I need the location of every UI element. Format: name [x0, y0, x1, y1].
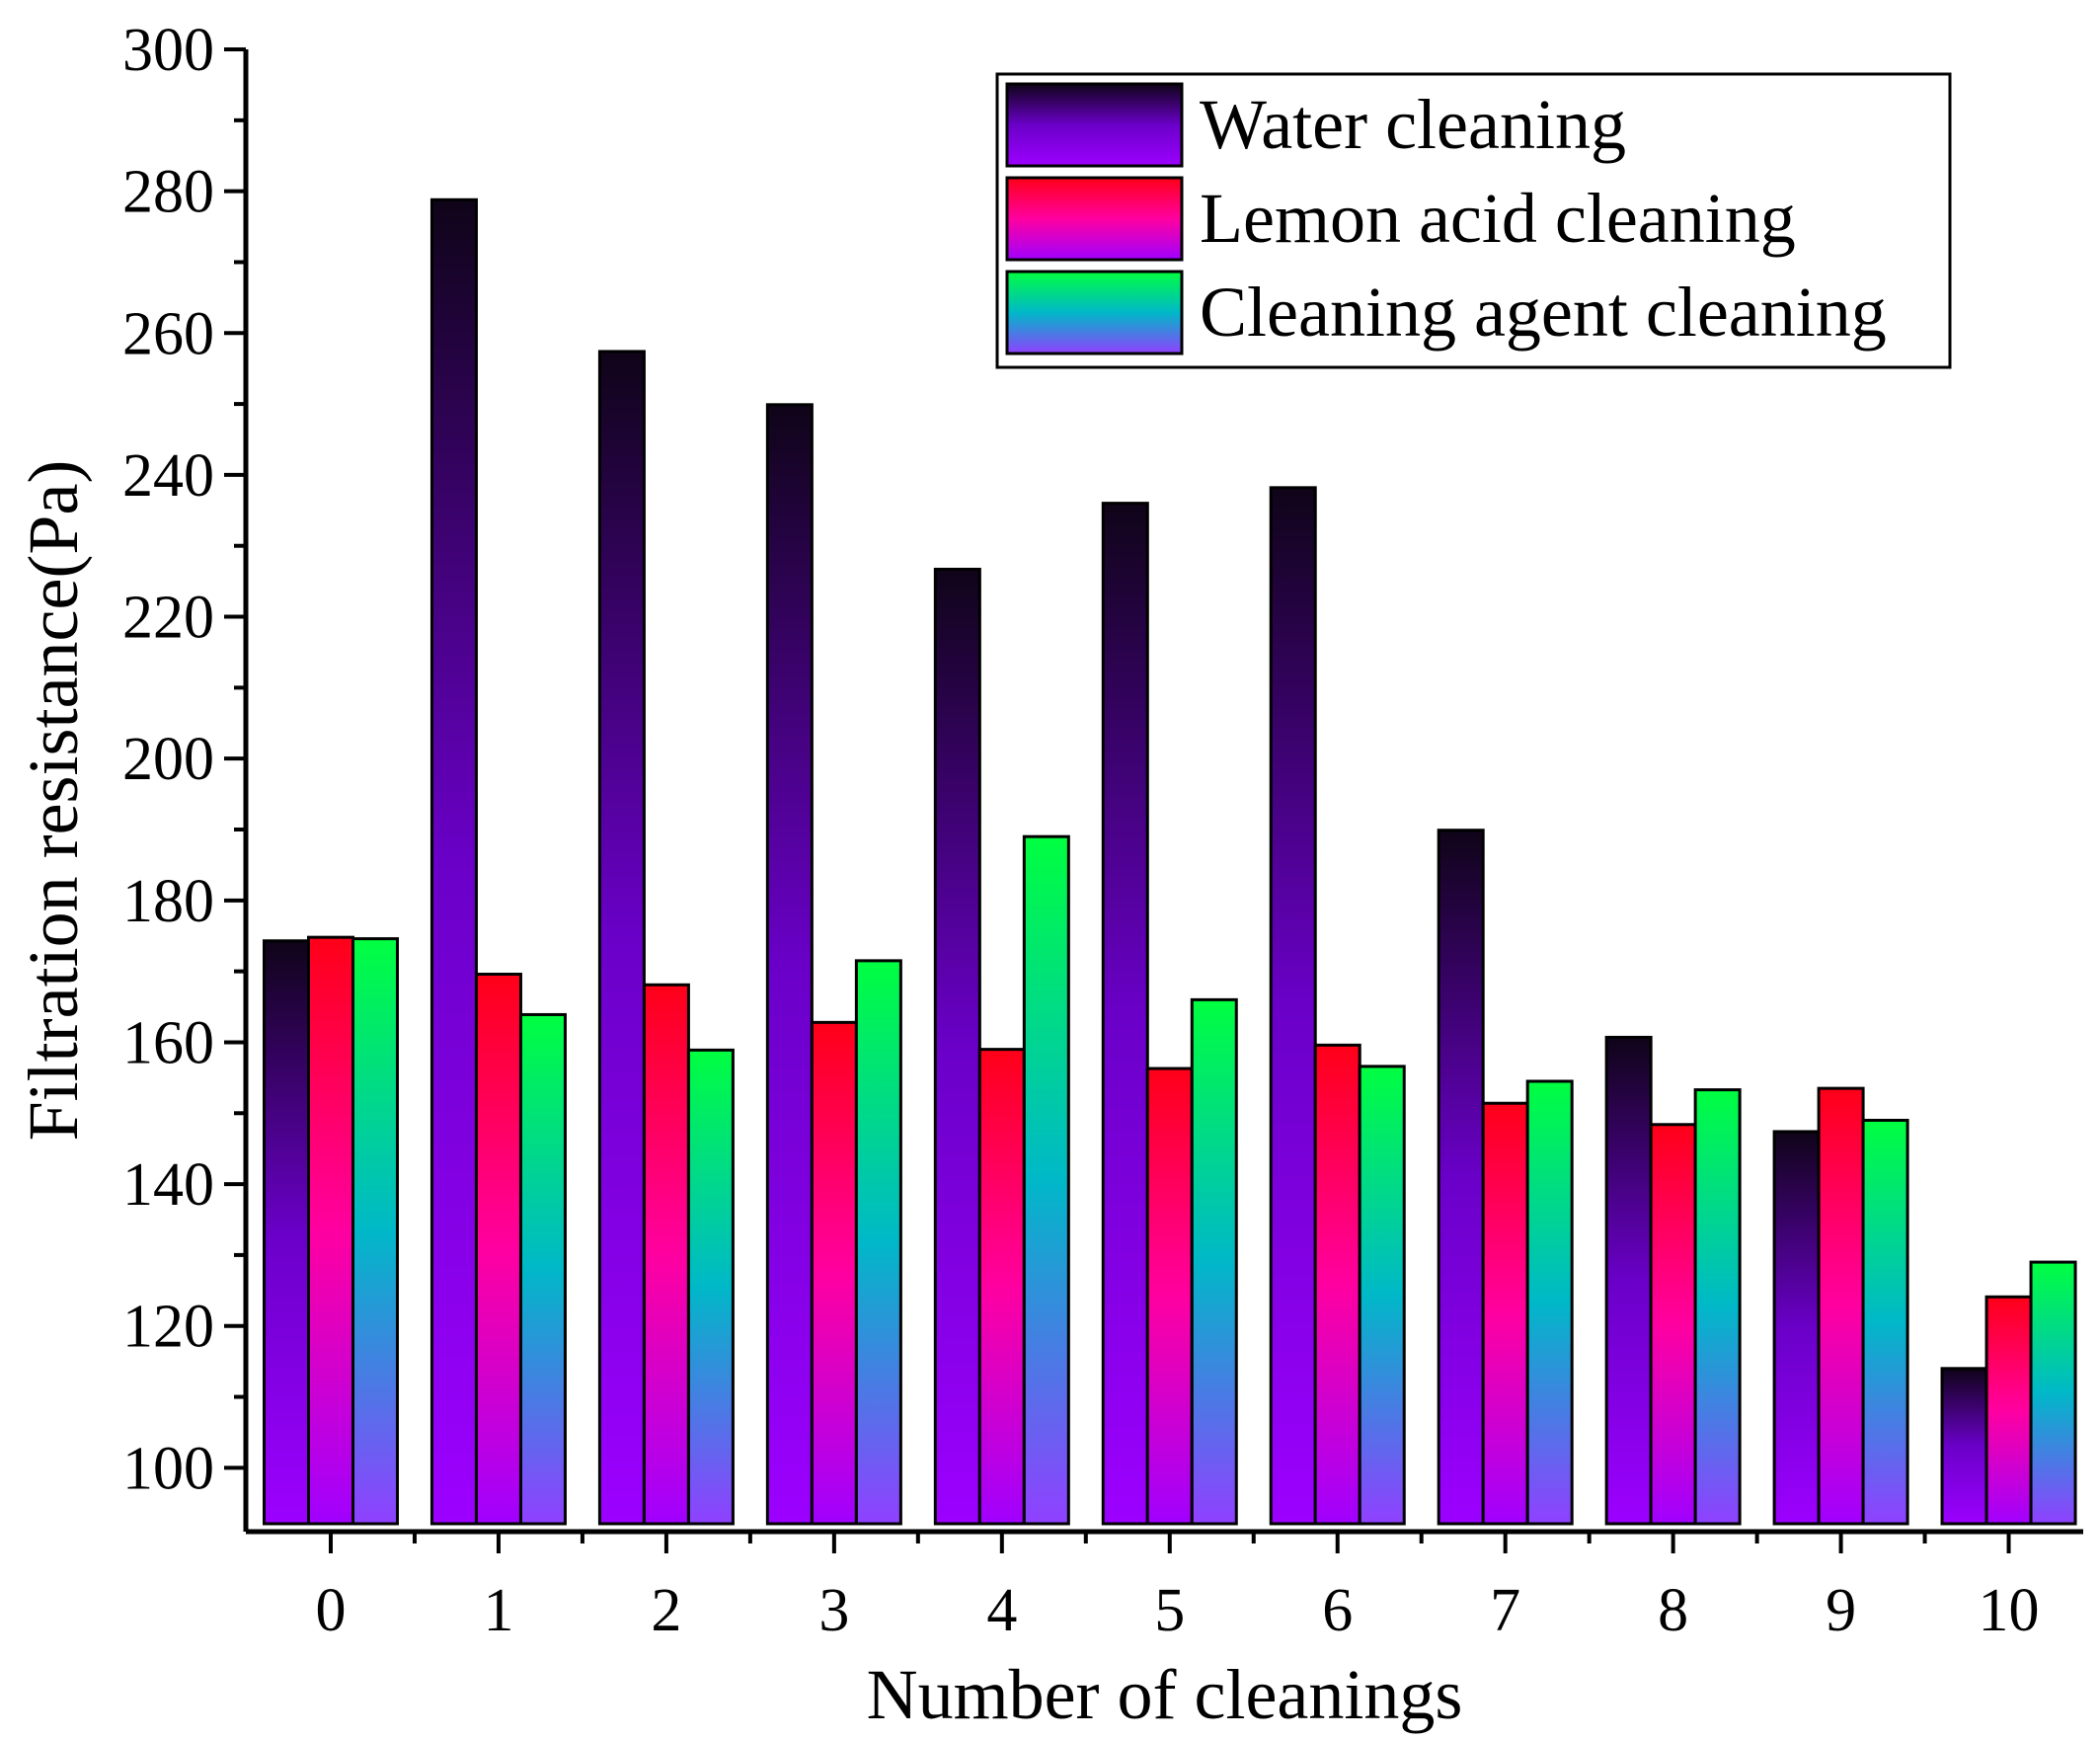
bar-cleaning-agent-cleaning-4 — [1022, 834, 1070, 1526]
bar-water-cleaning-10 — [1940, 1367, 1988, 1526]
bar-cleaning-agent-cleaning-0 — [351, 937, 399, 1526]
bar-water-cleaning-0 — [263, 939, 310, 1526]
x-tick-label: 9 — [1826, 1577, 1856, 1644]
legend-swatch — [1005, 176, 1184, 262]
axes — [224, 47, 2083, 1553]
bars-layer — [263, 198, 2077, 1526]
bar-lemon-acid-cleaning-1 — [474, 973, 522, 1526]
x-axis-title: Number of cleanings — [867, 1655, 1463, 1734]
bar-lemon-acid-cleaning-8 — [1649, 1123, 1697, 1526]
y-tick-label: 160 — [122, 1009, 214, 1076]
bar-lemon-acid-cleaning-6 — [1313, 1043, 1361, 1526]
y-tick-label: 260 — [122, 300, 214, 367]
bar-water-cleaning-4 — [933, 567, 981, 1526]
x-tick-label: 7 — [1490, 1577, 1520, 1644]
legend-label: Lemon acid cleaning — [1200, 179, 1796, 258]
x-tick-label: 10 — [1979, 1577, 2040, 1644]
legend-label: Water cleaning — [1200, 85, 1626, 164]
legend-swatch — [1005, 270, 1184, 356]
y-tick-label: 280 — [122, 159, 214, 226]
bar-water-cleaning-8 — [1604, 1035, 1653, 1526]
bar-cleaning-agent-cleaning-5 — [1190, 997, 1238, 1526]
bar-lemon-acid-cleaning-7 — [1481, 1101, 1529, 1526]
y-tick-label: 140 — [122, 1151, 214, 1219]
x-tick-label: 3 — [818, 1577, 849, 1644]
y-tick-label: 100 — [122, 1435, 214, 1502]
bar-lemon-acid-cleaning-9 — [1817, 1086, 1865, 1526]
bar-cleaning-agent-cleaning-2 — [686, 1048, 735, 1526]
legend-label: Cleaning agent cleaning — [1200, 273, 1887, 352]
tick-labels: 100 120 140 160 180 200 220 240 260 280 300 0 1 2 3 4 5 6… — [122, 17, 2040, 1644]
y-axis-title: Filtration resistance(Pa) — [14, 460, 93, 1142]
y-tick-label: 220 — [122, 585, 214, 652]
bar-cleaning-agent-cleaning-10 — [2029, 1260, 2077, 1526]
bar-water-cleaning-7 — [1437, 829, 1485, 1526]
x-tick-label: 5 — [1154, 1577, 1185, 1644]
bar-cleaning-agent-cleaning-1 — [518, 1012, 567, 1526]
bar-cleaning-agent-cleaning-3 — [854, 959, 902, 1526]
bar-water-cleaning-3 — [765, 403, 814, 1526]
y-tick-label: 240 — [122, 442, 214, 510]
bar-lemon-acid-cleaning-4 — [977, 1048, 1026, 1526]
x-tick-label: 6 — [1322, 1577, 1353, 1644]
bar-water-cleaning-9 — [1772, 1130, 1821, 1526]
legend-swatch — [1005, 82, 1184, 168]
bar-water-cleaning-2 — [597, 350, 646, 1526]
y-tick-label: 300 — [122, 17, 214, 84]
bar-cleaning-agent-cleaning-6 — [1358, 1065, 1406, 1526]
bar-water-cleaning-1 — [429, 198, 478, 1526]
y-tick-label: 120 — [122, 1294, 214, 1361]
x-tick-label: 0 — [316, 1577, 347, 1644]
bar-lemon-acid-cleaning-0 — [307, 935, 354, 1526]
bar-cleaning-agent-cleaning-9 — [1861, 1118, 1909, 1526]
y-tick-label: 180 — [122, 868, 214, 935]
bar-lemon-acid-cleaning-2 — [642, 983, 690, 1526]
legend: Water cleaning Lemon acid cleaning Cleanin… — [995, 72, 1952, 369]
bar-lemon-acid-cleaning-10 — [1984, 1295, 2033, 1526]
bar-lemon-acid-cleaning-5 — [1145, 1067, 1194, 1526]
x-tick-label: 1 — [483, 1577, 513, 1644]
x-tick-label: 4 — [986, 1577, 1017, 1644]
x-tick-label: 2 — [651, 1577, 681, 1644]
y-tick-label: 200 — [122, 726, 214, 793]
bar-cleaning-agent-cleaning-7 — [1525, 1079, 1574, 1526]
bar-water-cleaning-5 — [1101, 502, 1149, 1526]
bar-water-cleaning-6 — [1269, 486, 1317, 1526]
bar-cleaning-agent-cleaning-8 — [1693, 1088, 1742, 1526]
x-tick-label: 8 — [1658, 1577, 1688, 1644]
bar-lemon-acid-cleaning-3 — [810, 1020, 858, 1526]
